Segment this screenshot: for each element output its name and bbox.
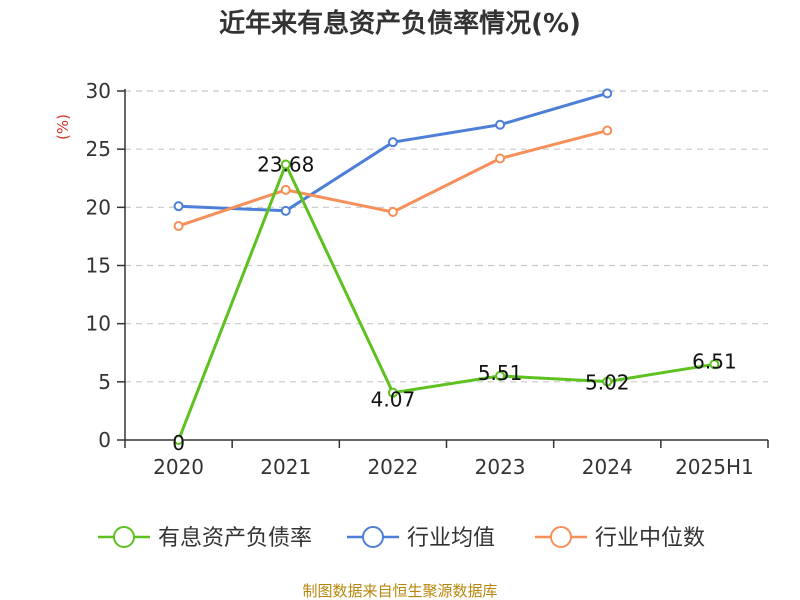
- data-point: [387, 137, 398, 148]
- data-point: [602, 125, 613, 136]
- data-point: [387, 387, 398, 398]
- data-point: [173, 201, 184, 212]
- legend-marker: [113, 526, 135, 548]
- data-label: 5.02: [585, 371, 630, 395]
- y-axis-unit-label: (%): [54, 114, 72, 140]
- data-point: [495, 370, 506, 381]
- chart-title: 近年来有息资产负债率情况(%): [219, 8, 581, 39]
- data-point: [495, 153, 506, 164]
- y-tick-label: 20: [86, 195, 111, 219]
- data-point: [387, 206, 398, 217]
- data-point: [602, 88, 613, 99]
- y-tick-label: 0: [98, 428, 111, 452]
- y-tick-label: 30: [86, 79, 111, 103]
- data-point: [709, 359, 720, 370]
- y-tick-label: 25: [86, 137, 111, 161]
- data-point: [280, 184, 291, 195]
- series-line: [177, 163, 715, 441]
- x-tick-label: 2023: [475, 455, 526, 479]
- data-label: 5.51: [478, 361, 523, 385]
- x-tick-label: 2025H1: [675, 455, 754, 479]
- gridlines: [125, 90, 768, 383]
- y-tick-label: 10: [86, 312, 111, 336]
- legend-label: 有息资产负债率: [158, 526, 312, 551]
- x-tick-label: 2022: [367, 455, 418, 479]
- x-tick-label: 2021: [260, 455, 311, 479]
- data-point: [280, 205, 291, 216]
- x-tick-label: 2024: [582, 455, 633, 479]
- data-point: [495, 119, 506, 130]
- data-point: [173, 435, 184, 445]
- data-point: [280, 159, 291, 170]
- source-note: 制图数据来自恒生聚源数据库: [302, 582, 497, 600]
- legend: 有息资产负债率 行业均值 行业中位数: [98, 526, 705, 551]
- legend-label: 行业均值: [407, 526, 495, 551]
- x-tick-label: 2020: [153, 455, 204, 479]
- axes: 0 5 10 15 20 25 30 2020 2021 2022 2023 2024 2025H1: [86, 79, 769, 479]
- legend-marker: [550, 526, 572, 548]
- data-point: [173, 220, 184, 231]
- series-line: [178, 91, 608, 213]
- y-tick-label: 15: [86, 254, 111, 278]
- legend-label: 行业中位数: [595, 526, 705, 551]
- series-lines: [173, 88, 720, 445]
- data-point: [602, 376, 613, 387]
- data-label: 23.68: [257, 153, 314, 177]
- data-labels: 0 23.68 4.07 5.51 5.02 6.51: [172, 153, 736, 455]
- data-label: 4.07: [371, 388, 416, 412]
- data-label: 0: [172, 431, 185, 455]
- legend-marker: [362, 526, 384, 548]
- data-label: 6.51: [692, 349, 737, 373]
- y-tick-label: 5: [98, 370, 111, 394]
